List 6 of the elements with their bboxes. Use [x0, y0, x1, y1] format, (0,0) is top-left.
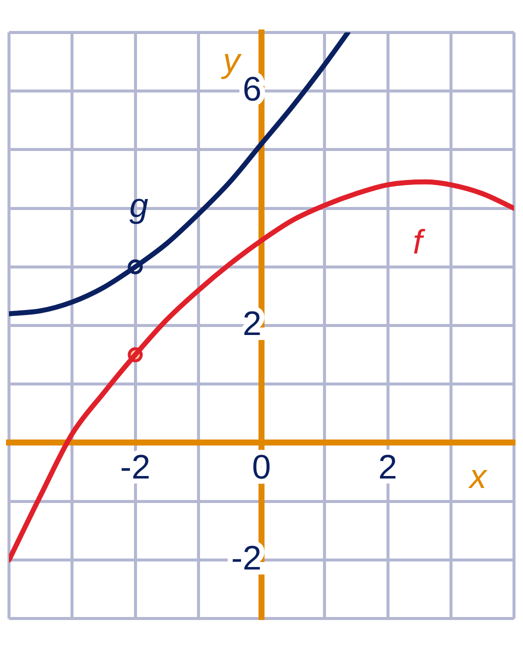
- x-tick-label: 2: [378, 448, 398, 487]
- x-axis-title: x: [468, 458, 488, 496]
- y-axis-title: y: [221, 42, 242, 80]
- series-label: f: [412, 223, 426, 262]
- x-tick-label: -2: [120, 448, 150, 487]
- series-label: g: [129, 186, 148, 225]
